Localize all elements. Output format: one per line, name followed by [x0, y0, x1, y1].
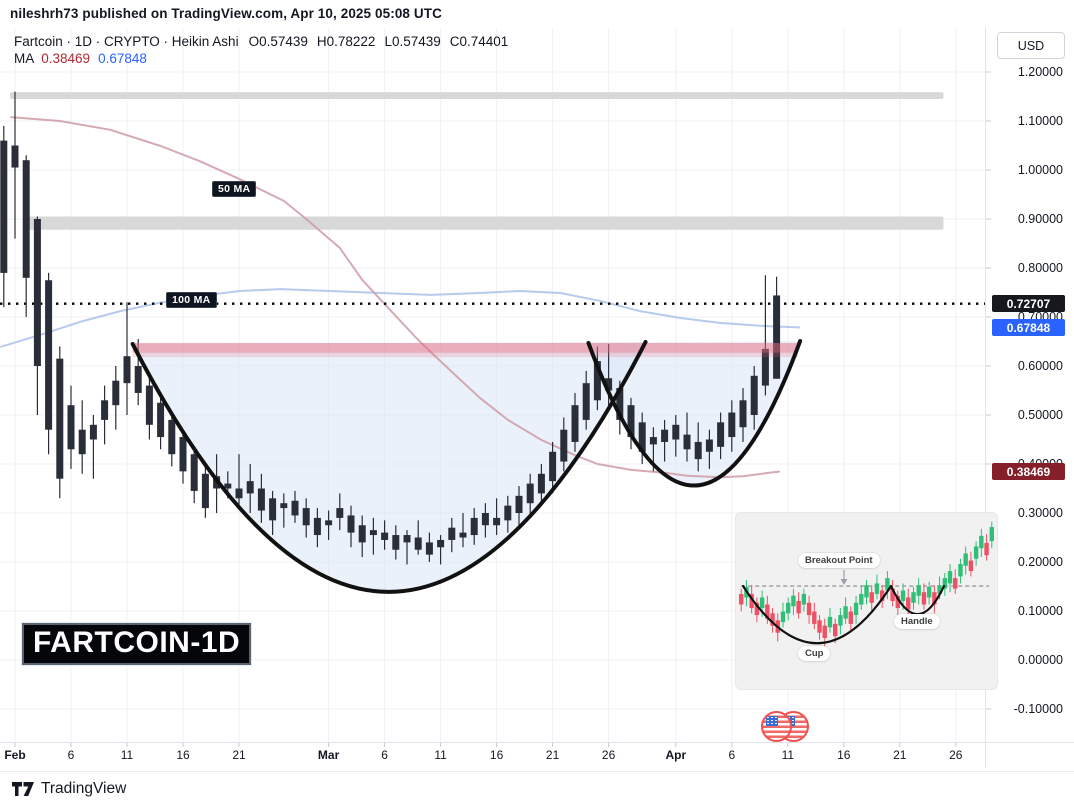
ma50-label-badge: 50 MA	[212, 181, 257, 197]
tradingview-logo: TradingView	[12, 780, 126, 798]
price-tick: 0.60000	[1017, 359, 1063, 373]
time-tick: 26	[601, 748, 616, 762]
price-tick: -0.10000	[1013, 702, 1063, 716]
price-tick: 0.50000	[1017, 408, 1063, 422]
time-tick: 6	[67, 748, 75, 762]
ma50-value: 0.38469	[41, 51, 91, 66]
time-tick: 21	[893, 748, 907, 762]
price-tick: 1.00000	[1017, 163, 1063, 177]
time-tick: 16	[837, 748, 851, 762]
chart-legend: Fartcoin · 1D · CRYPTO · Heikin Ashi O0.5…	[14, 33, 517, 67]
price-tick: 0.80000	[1017, 261, 1063, 275]
publish-line: nileshrh73 published on TradingView.com,…	[10, 6, 442, 21]
time-tick: 11	[434, 748, 447, 762]
breakout-point-label: Breakout Point	[798, 553, 880, 568]
us-flags-icon	[761, 710, 813, 743]
legend-open: O0.57439	[248, 34, 308, 49]
legend-close: C0.74401	[449, 34, 509, 49]
tradingview-glyph-icon	[12, 782, 34, 796]
time-tick: 11	[781, 748, 795, 762]
symbol-description: Fartcoin · 1D · CRYPTO · Heikin Ashi	[14, 34, 239, 49]
cup-handle-pattern-inset: Breakout Point Cup Handle	[735, 512, 998, 690]
ma-indicator-label: MA	[14, 51, 35, 66]
axis-left-border	[985, 28, 986, 768]
us-flag-circle-icon	[761, 711, 792, 742]
time-tick: 21	[545, 748, 560, 762]
time-tick: Mar	[317, 748, 340, 762]
time-tick: 16	[489, 748, 504, 762]
time-tick: 6	[381, 748, 388, 762]
footer-top-border	[0, 771, 1074, 772]
time-tick: 26	[949, 748, 963, 762]
time-tick: 11	[120, 748, 134, 762]
time-tick: Apr	[665, 748, 687, 762]
time-tick: 16	[176, 748, 190, 762]
price-tick: 0.00000	[1017, 653, 1063, 667]
ma100-label-badge: 100 MA	[166, 292, 217, 308]
tradingview-wordmark: TradingView	[41, 780, 127, 797]
price-tick: 1.10000	[1017, 114, 1063, 128]
price-tick: 0.20000	[1017, 555, 1063, 569]
price-tick: 1.20000	[1017, 65, 1063, 79]
ma50-price-tag: 0.38469	[992, 463, 1065, 480]
pattern-illustration-canvas	[739, 521, 994, 647]
ma100-price-tag: 0.67848	[992, 319, 1065, 337]
price-tick: 0.30000	[1017, 506, 1063, 520]
handle-label: Handle	[894, 614, 940, 629]
time-tick: Feb	[4, 748, 26, 762]
time-axis[interactable]: Feb 6 11 16 21 Mar 6 11 16 21 26 Apr 6 11 16 21 26	[0, 742, 1074, 768]
price-tick: 0.10000	[1017, 604, 1063, 618]
price-axis[interactable]: 1.20000 1.10000 1.00000 0.90000 0.80000 0.700…	[985, 28, 1074, 742]
symbol-watermark-badge: FARTCOIN-1D	[20, 622, 253, 666]
time-tick: 21	[232, 748, 246, 762]
ma100-value: 0.67848	[98, 51, 147, 66]
cup-label: Cup	[798, 646, 831, 661]
last-price-tag: 0.72707	[992, 295, 1065, 313]
chart-bottom-border	[0, 742, 1074, 743]
legend-high: H0.78222	[316, 34, 376, 49]
time-tick: 6	[728, 748, 736, 762]
currency-button[interactable]: USD	[997, 32, 1065, 59]
legend-low: L0.57439	[384, 34, 441, 49]
price-tick: 0.90000	[1017, 212, 1063, 226]
